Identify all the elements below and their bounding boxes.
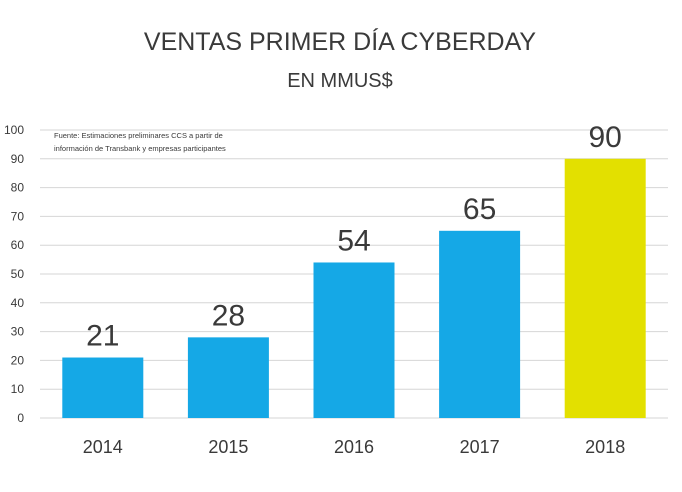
y-axis-tick-labels: 0 10 20 30 40 50 60 70 80 90 100 [4,123,24,425]
data-label-2014: 21 [86,320,119,353]
x-tick-label-2016: 2016 [334,437,374,457]
bar-2018 [564,158,646,419]
x-tick-label-2017: 2017 [460,437,500,457]
bar-2016 [313,262,395,418]
y-tick-label: 70 [11,209,25,223]
data-label-2018: 90 [589,121,622,154]
y-tick-label: 40 [11,296,25,310]
x-axis-tick-labels: 2014 2015 2016 2017 2018 [83,437,625,457]
x-tick-label-2014: 2014 [83,437,123,457]
y-tick-label: 10 [11,382,25,396]
bars [62,158,646,419]
y-tick-label: 60 [11,238,25,252]
source-note-line-2: información de Transbank y empresas part… [54,144,226,153]
y-tick-label: 20 [11,353,25,367]
bar-2017 [439,230,521,418]
data-label-2015: 28 [212,299,245,332]
bar-2014 [62,357,144,418]
bar-2015 [187,337,269,418]
y-tick-label: 30 [11,325,25,339]
data-label-2017: 65 [463,193,496,226]
data-label-2016: 54 [337,224,370,257]
y-tick-label: 90 [11,152,25,166]
chart-subtitle: EN MMUS$ [287,70,393,92]
x-tick-label-2018: 2018 [585,437,625,457]
x-tick-label-2015: 2015 [208,437,248,457]
data-labels: 21 28 54 65 90 [86,121,622,353]
chart-title: VENTAS PRIMER DÍA CYBERDAY [144,27,537,56]
y-tick-label: 50 [11,267,25,281]
y-tick-label: 100 [4,123,24,137]
y-tick-label: 80 [11,181,25,195]
source-note-line-1: Fuente: Estimaciones preliminares CCS a … [54,131,223,140]
y-tick-label: 0 [17,411,24,425]
